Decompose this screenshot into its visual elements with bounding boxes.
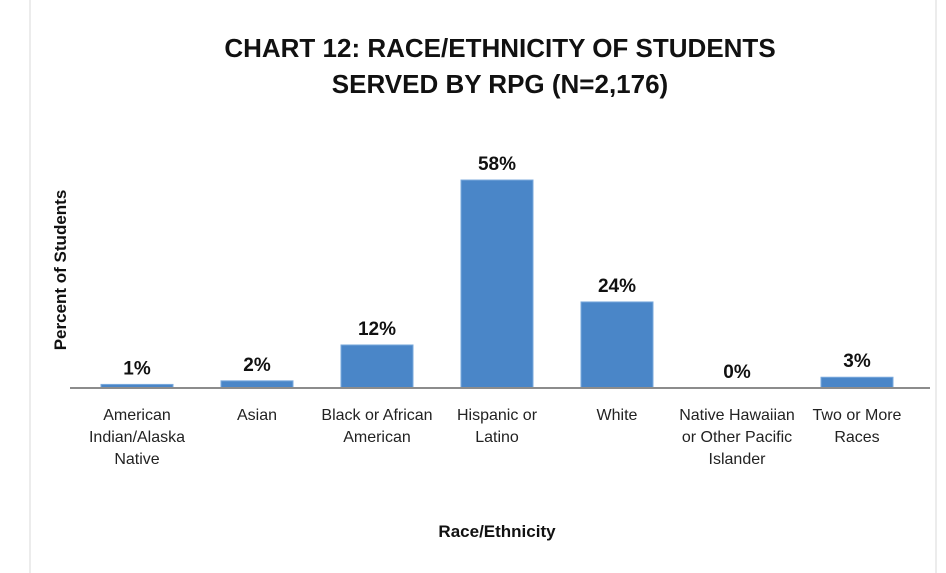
value-label: 0% xyxy=(723,362,751,383)
x-tick-label: Asian xyxy=(236,407,278,424)
value-label: 1% xyxy=(123,358,151,379)
value-label: 58% xyxy=(478,154,516,175)
bar xyxy=(820,376,894,389)
x-tick-label: Two or More Races xyxy=(812,407,902,446)
bar xyxy=(460,179,534,389)
bar xyxy=(220,380,294,389)
x-tick-label: Native Hawaiian or Other Pacific Islande… xyxy=(679,407,795,468)
x-axis-title: Race/Ethnicity xyxy=(438,522,556,541)
bar xyxy=(340,344,414,389)
chart-title: CHART 12: RACE/ETHNICITY OF STUDENTS SER… xyxy=(224,33,776,99)
x-tick-label: American Indian/Alaska Native xyxy=(88,407,186,468)
x-tick-label: White xyxy=(596,407,638,424)
value-label: 12% xyxy=(358,319,396,340)
value-label: 24% xyxy=(598,276,636,297)
chart-frame xyxy=(29,0,937,573)
y-axis-title: Percent of Students xyxy=(51,190,70,351)
x-tick-label: Black or African American xyxy=(321,407,433,446)
value-label: 2% xyxy=(243,355,271,376)
bar xyxy=(580,301,654,389)
x-tick-label: Hispanic or Latino xyxy=(456,407,538,446)
value-label: 3% xyxy=(843,351,871,372)
